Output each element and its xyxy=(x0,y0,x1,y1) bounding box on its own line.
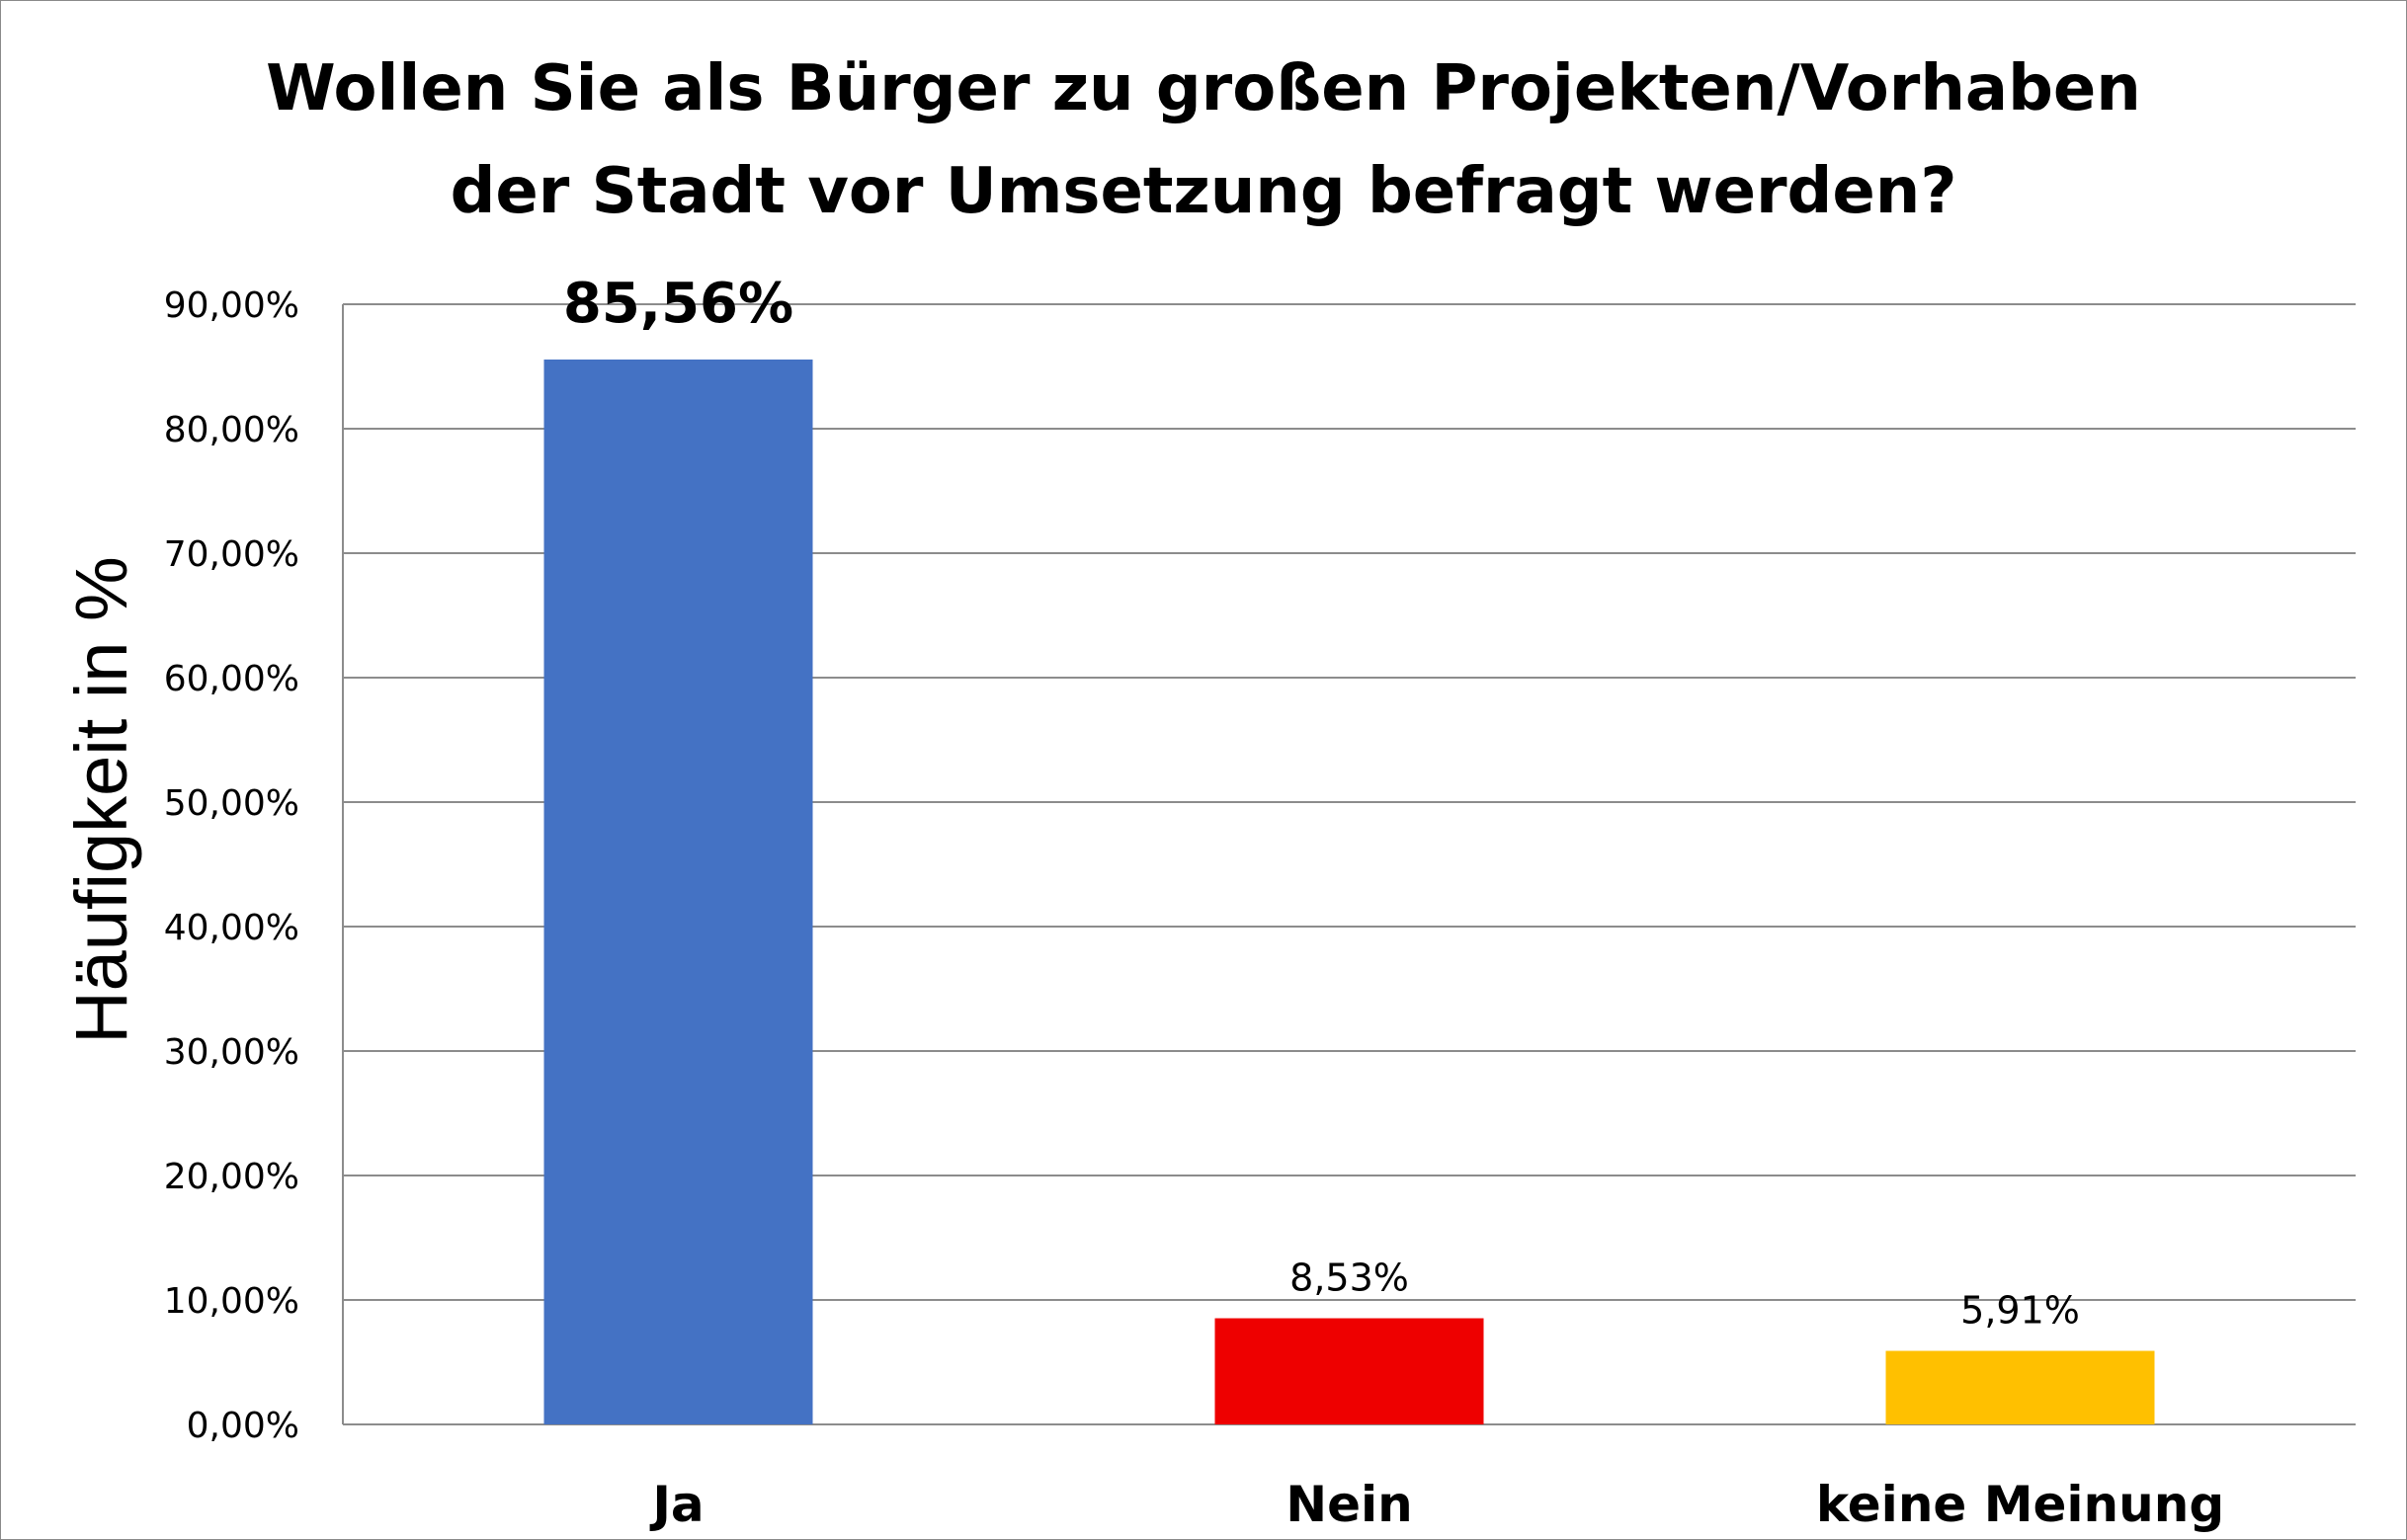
data-label: 8,53% xyxy=(1289,1256,1409,1300)
x-category-label: Ja xyxy=(649,1476,704,1533)
bar-ja xyxy=(543,359,813,1425)
bar-keine-meinung xyxy=(1885,1350,2155,1424)
y-tick-label: 20,00% xyxy=(164,1157,299,1197)
y-tick-label: 0,00% xyxy=(187,1406,299,1446)
chart-title-line-1: Wollen Sie als Bürger zu großen Projekte… xyxy=(266,52,2141,125)
y-tick-label: 50,00% xyxy=(164,783,299,824)
y-tick-label: 60,00% xyxy=(164,659,299,699)
bars xyxy=(543,359,2155,1425)
y-tick-label: 70,00% xyxy=(164,534,299,575)
data-labels: 85,56% 8,53% 5,91% xyxy=(563,272,2080,1333)
x-category-label: keine Meinung xyxy=(1816,1476,2224,1533)
data-label: 85,56% xyxy=(563,272,793,336)
x-axis-category-labels: Ja Nein keine Meinung xyxy=(649,1476,2224,1533)
y-tick-label: 10,00% xyxy=(164,1281,299,1322)
y-tick-label: 40,00% xyxy=(164,908,299,948)
data-label: 5,91% xyxy=(1960,1289,2080,1333)
bar-nein xyxy=(1214,1318,1484,1424)
chart-title-line-2: der Stadt vor Umsetzung befragt werden? xyxy=(450,155,1957,228)
y-tick-label: 30,00% xyxy=(164,1032,299,1073)
y-tick-label: 80,00% xyxy=(164,410,299,450)
y-tick-label: 90,00% xyxy=(164,285,299,326)
chart-title: Wollen Sie als Bürger zu großen Projekte… xyxy=(0,38,2407,243)
y-axis-tick-labels: 0,00% 10,00% 20,00% 30,00% 40,00% 50,00% 60,00… xyxy=(164,285,299,1446)
y-axis-label: Häufigkeit in % xyxy=(60,556,142,1044)
x-category-label: Nein xyxy=(1286,1476,1413,1533)
